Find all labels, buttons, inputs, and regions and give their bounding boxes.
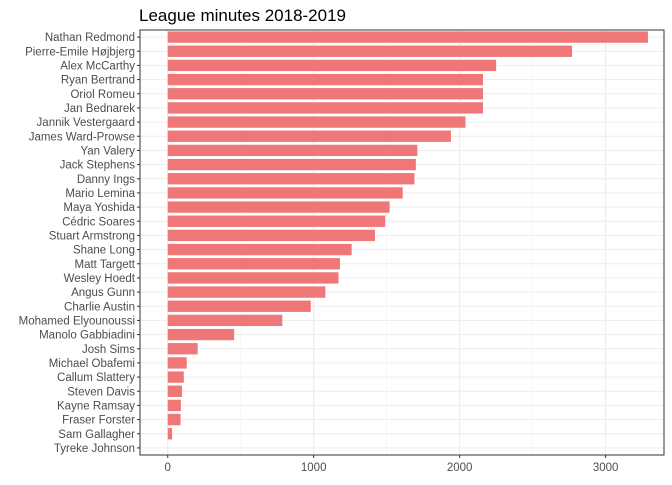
bar	[167, 328, 235, 341]
y-tick-label: Josh Sims	[82, 344, 135, 356]
y-tick-label: Matt Targett	[74, 259, 135, 271]
bar	[167, 31, 648, 43]
y-tick-label: Mario Lemina	[65, 188, 135, 200]
y-tick-label: Callum Slattery	[57, 372, 135, 384]
bar	[167, 428, 173, 440]
bar	[167, 243, 352, 256]
y-tick-label: Cédric Soares	[62, 216, 135, 228]
y-tick-label: Danny Ings	[77, 174, 135, 186]
y-tick-label: Jan Bednarek	[64, 103, 135, 115]
bar-layer	[167, 31, 648, 440]
y-tick-label: Sam Gallagher	[58, 429, 135, 441]
y-tick-label: Manolo Gabbiadini	[39, 330, 135, 342]
bar	[167, 343, 198, 355]
y-tick-label: Yan Valery	[80, 145, 135, 157]
bar	[167, 399, 181, 412]
bar	[167, 130, 451, 142]
y-tick-label: Mohamed Elyounoussi	[19, 315, 135, 327]
panel-border	[139, 29, 665, 456]
y-tick-label: Michael Obafemi	[49, 358, 135, 370]
x-tick-label: 2000	[447, 462, 473, 474]
bar	[167, 385, 183, 397]
y-tick-label: Kayne Ramsay	[57, 400, 135, 412]
bar	[167, 102, 484, 114]
y-tick-label: Alex McCarthy	[60, 60, 135, 72]
x-tick-label: 0	[165, 462, 171, 474]
bar	[167, 314, 283, 327]
bar	[167, 88, 484, 100]
bar	[167, 59, 497, 72]
y-tick-labels: Nathan Redmond Pierre-Emile Højbjerg Alex …	[19, 32, 140, 455]
y-tick-label: Shane Long	[73, 245, 135, 257]
y-tick-label: Oriol Romeu	[70, 89, 135, 101]
y-tick-label: Jack Stephens	[60, 160, 136, 172]
y-tick-label: Ryan Bertrand	[61, 75, 135, 87]
y-tick-label: Pierre-Emile Højbjerg	[25, 46, 135, 58]
bar	[167, 272, 339, 284]
y-tick-label: Maya Yoshida	[63, 202, 135, 214]
chart-title: League minutes 2018-2019	[139, 6, 346, 25]
y-tick-label: Tyreke Johnson	[54, 443, 135, 455]
bar	[167, 215, 386, 227]
y-tick-label: Wesley Hoedt	[64, 273, 136, 285]
bar	[167, 357, 187, 369]
bar	[167, 286, 326, 298]
y-tick-label: James Ward-Prowse	[29, 131, 135, 143]
y-tick-label: Charlie Austin	[64, 301, 135, 313]
bar	[167, 144, 418, 157]
y-tick-label: Angus Gunn	[71, 287, 135, 299]
bar	[167, 173, 415, 185]
y-tick-label: Steven Davis	[67, 386, 135, 398]
y-tick-label: Jannik Vestergaard	[37, 117, 135, 129]
bar	[167, 73, 484, 86]
x-tick-labels: 0 1000 2000 3000	[165, 455, 619, 474]
bar	[167, 371, 184, 383]
x-tick-label: 1000	[301, 462, 327, 474]
bar	[167, 187, 403, 199]
bar	[167, 229, 375, 242]
y-tick-label: Nathan Redmond	[45, 32, 135, 44]
bar	[167, 300, 311, 312]
bar	[167, 158, 416, 171]
x-tick-label: 3000	[593, 462, 619, 474]
y-tick-label: Fraser Forster	[62, 415, 135, 427]
bar	[167, 45, 573, 57]
y-tick-label: Stuart Armstrong	[49, 230, 135, 242]
bar	[167, 258, 340, 270]
bar	[167, 116, 466, 128]
bar	[167, 413, 181, 426]
bar	[167, 201, 390, 213]
